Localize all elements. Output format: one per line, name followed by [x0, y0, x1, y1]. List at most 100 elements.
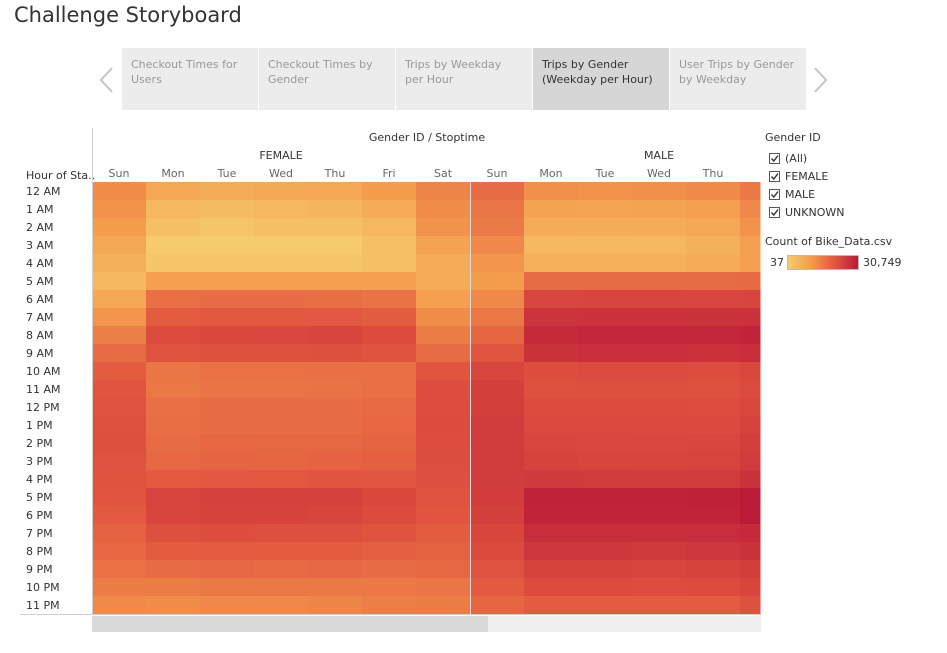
- heatmap-cell[interactable]: [524, 470, 579, 489]
- heatmap-cell[interactable]: [686, 596, 741, 615]
- heatmap-cell[interactable]: [416, 254, 471, 273]
- heatmap-cell[interactable]: [92, 272, 147, 291]
- heatmap-cell[interactable]: [416, 560, 471, 579]
- heatmap-cell[interactable]: [308, 200, 363, 219]
- heatmap-cell[interactable]: [416, 524, 471, 543]
- heatmap-cell[interactable]: [524, 452, 579, 471]
- heatmap-cell[interactable]: [200, 308, 255, 327]
- heatmap-cell[interactable]: [416, 380, 471, 399]
- heatmap-cell[interactable]: [92, 398, 147, 417]
- heatmap-cell[interactable]: [362, 272, 417, 291]
- heatmap-cell[interactable]: [686, 200, 741, 219]
- heatmap-cell[interactable]: [578, 236, 633, 255]
- heatmap-cell[interactable]: [578, 488, 633, 507]
- heatmap-cell[interactable]: [740, 542, 761, 561]
- heatmap-cell[interactable]: [524, 218, 579, 237]
- heatmap-cell[interactable]: [524, 308, 579, 327]
- heatmap-cell[interactable]: [362, 380, 417, 399]
- heatmap-cell[interactable]: [362, 182, 417, 201]
- heatmap-cell[interactable]: [686, 362, 741, 381]
- heatmap-cell[interactable]: [308, 596, 363, 615]
- heatmap-cell[interactable]: [92, 218, 147, 237]
- heatmap-cell[interactable]: [416, 596, 471, 615]
- heatmap-cell[interactable]: [686, 488, 741, 507]
- heatmap-cell[interactable]: [92, 344, 147, 363]
- filter-unknown-checkbox[interactable]: UNKNOWN: [765, 203, 940, 221]
- heatmap-cell[interactable]: [200, 182, 255, 201]
- heatmap-cell[interactable]: [416, 578, 471, 597]
- heatmap-cell[interactable]: [362, 452, 417, 471]
- heatmap-cell[interactable]: [308, 434, 363, 453]
- heatmap-cell[interactable]: [146, 398, 201, 417]
- heatmap-cell[interactable]: [740, 200, 761, 219]
- heatmap-cell[interactable]: [524, 542, 579, 561]
- heatmap-cell[interactable]: [92, 200, 147, 219]
- heatmap-cell[interactable]: [686, 506, 741, 525]
- story-tab-user-trips-gender[interactable]: User Trips by Gender by Weekday: [670, 48, 806, 110]
- heatmap-cell[interactable]: [254, 200, 309, 219]
- heatmap-cell[interactable]: [254, 344, 309, 363]
- heatmap-cell[interactable]: [686, 380, 741, 399]
- heatmap-cell[interactable]: [200, 488, 255, 507]
- heatmap-cell[interactable]: [254, 452, 309, 471]
- heatmap-cell[interactable]: [578, 344, 633, 363]
- heatmap-cell[interactable]: [524, 362, 579, 381]
- heatmap-cell[interactable]: [632, 542, 687, 561]
- heatmap-cell[interactable]: [524, 380, 579, 399]
- heatmap-cell[interactable]: [146, 200, 201, 219]
- heatmap-cell[interactable]: [200, 218, 255, 237]
- heatmap-cell[interactable]: [308, 236, 363, 255]
- heatmap-cell[interactable]: [740, 236, 761, 255]
- heatmap-cell[interactable]: [146, 434, 201, 453]
- heatmap-cell[interactable]: [686, 524, 741, 543]
- heatmap-cell[interactable]: [632, 380, 687, 399]
- heatmap-cell[interactable]: [146, 362, 201, 381]
- heatmap-cell[interactable]: [470, 254, 525, 273]
- heatmap-cell[interactable]: [632, 560, 687, 579]
- heatmap-cell[interactable]: [146, 506, 201, 525]
- heatmap-cell[interactable]: [740, 272, 761, 291]
- heatmap-cell[interactable]: [254, 560, 309, 579]
- heatmap-cell[interactable]: [470, 506, 525, 525]
- heatmap-cell[interactable]: [470, 308, 525, 327]
- heatmap-cell[interactable]: [416, 272, 471, 291]
- heatmap-cell[interactable]: [362, 596, 417, 615]
- heatmap-cell[interactable]: [740, 416, 761, 435]
- heatmap-cell[interactable]: [740, 452, 761, 471]
- heatmap-cell[interactable]: [200, 290, 255, 309]
- heatmap-cell[interactable]: [92, 326, 147, 345]
- heatmap-cell[interactable]: [686, 560, 741, 579]
- heatmap-cell[interactable]: [362, 200, 417, 219]
- heatmap-cell[interactable]: [92, 542, 147, 561]
- filter-all-checkbox[interactable]: (All): [765, 149, 940, 167]
- heatmap-cell[interactable]: [740, 524, 761, 543]
- heatmap-cell[interactable]: [146, 308, 201, 327]
- story-tab-trips-gender[interactable]: Trips by Gender (Weekday per Hour): [533, 48, 669, 110]
- heatmap-cell[interactable]: [146, 344, 201, 363]
- heatmap-cell[interactable]: [740, 488, 761, 507]
- story-tab-checkout-times-users[interactable]: Checkout Times for Users: [122, 48, 258, 110]
- heatmap-cell[interactable]: [470, 596, 525, 615]
- heatmap-cell[interactable]: [686, 344, 741, 363]
- heatmap-cell[interactable]: [254, 218, 309, 237]
- heatmap-cell[interactable]: [92, 380, 147, 399]
- heatmap-cell[interactable]: [254, 506, 309, 525]
- heatmap-cell[interactable]: [254, 182, 309, 201]
- heatmap-cell[interactable]: [200, 434, 255, 453]
- heatmap-cell[interactable]: [254, 542, 309, 561]
- heatmap-cell[interactable]: [254, 254, 309, 273]
- heatmap-cell[interactable]: [632, 272, 687, 291]
- heatmap-cell[interactable]: [200, 236, 255, 255]
- heatmap-cell[interactable]: [362, 254, 417, 273]
- heatmap-cell[interactable]: [308, 542, 363, 561]
- heatmap-cell[interactable]: [578, 362, 633, 381]
- heatmap-cell[interactable]: [470, 218, 525, 237]
- heatmap-cell[interactable]: [308, 290, 363, 309]
- heatmap-cell[interactable]: [92, 596, 147, 615]
- heatmap-cell[interactable]: [200, 578, 255, 597]
- heatmap-cell[interactable]: [146, 182, 201, 201]
- story-tab-checkout-times-gender[interactable]: Checkout Times by Gender: [259, 48, 395, 110]
- heatmap-cell[interactable]: [416, 452, 471, 471]
- heatmap-cell[interactable]: [470, 416, 525, 435]
- heatmap-cell[interactable]: [524, 560, 579, 579]
